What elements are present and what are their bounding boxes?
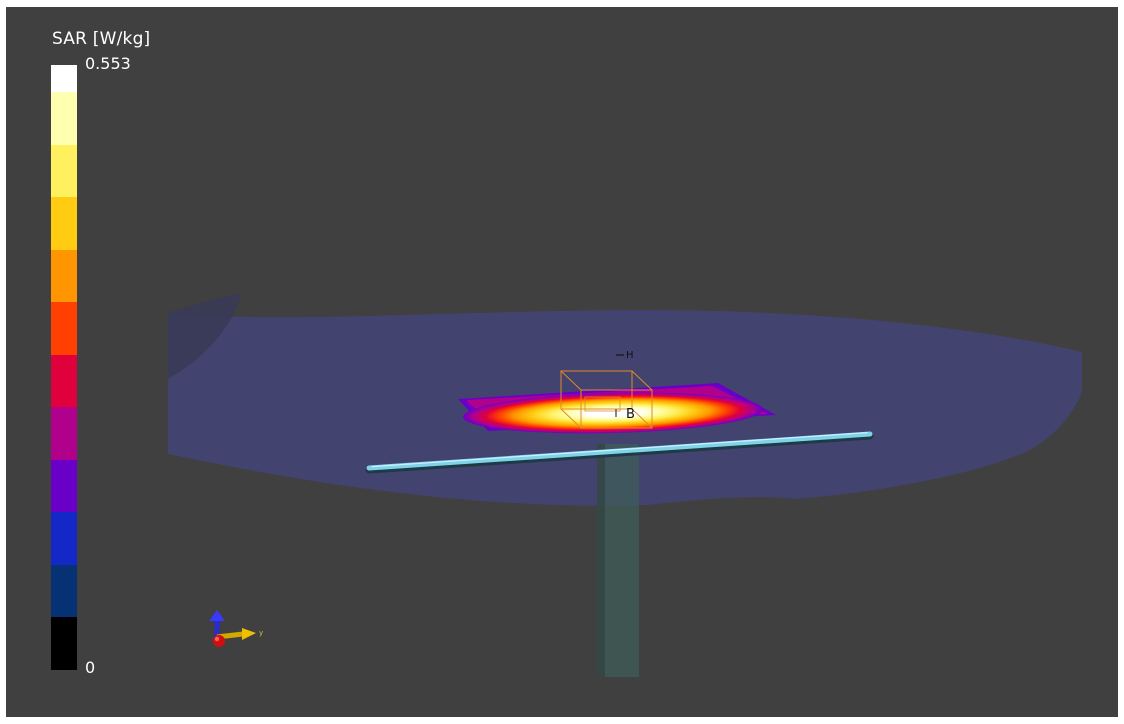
axis-y-label: y	[259, 629, 263, 637]
support-post-edge	[597, 444, 605, 677]
probe-box	[560, 370, 653, 429]
legend-min-value: 0	[85, 658, 96, 677]
colorbar-band	[51, 459, 77, 513]
legend-title: SAR [W/kg]	[52, 29, 151, 49]
colorbar-band	[51, 65, 77, 93]
colorbar-band	[51, 512, 77, 565]
axis-x-origin-highlight	[214, 636, 220, 642]
colorbar	[51, 65, 77, 670]
colorbar-band	[51, 92, 77, 145]
colorbar-band	[51, 354, 77, 408]
axis-x-origin	[213, 635, 225, 647]
dipole-antenna	[366, 431, 873, 471]
probe-label-b: B	[626, 407, 635, 422]
legend-max-value: 0.553	[85, 54, 131, 73]
colorbar-band	[51, 564, 77, 618]
colorbar-band	[51, 144, 77, 198]
orientation-triad: y	[209, 610, 263, 647]
dipole-antenna-highlight	[371, 432, 868, 468]
colorbar-band	[51, 249, 77, 303]
probe-label-h: H	[626, 350, 634, 361]
colorbar-band	[51, 197, 77, 250]
colorbar-band	[51, 617, 77, 670]
sar-hotspot	[463, 392, 763, 434]
colorbar-band	[51, 302, 77, 355]
phantom-side-wall	[168, 293, 242, 379]
sar-distribution	[458, 383, 776, 434]
colorbar-band	[51, 407, 77, 460]
axis-z-arrow	[209, 610, 225, 621]
sar-scene[interactable]: H B y	[6, 7, 1118, 717]
3d-viewport[interactable]: H B y SAR [W/kg] 0.553 0	[6, 7, 1118, 717]
axis-y-arrow	[242, 628, 256, 640]
